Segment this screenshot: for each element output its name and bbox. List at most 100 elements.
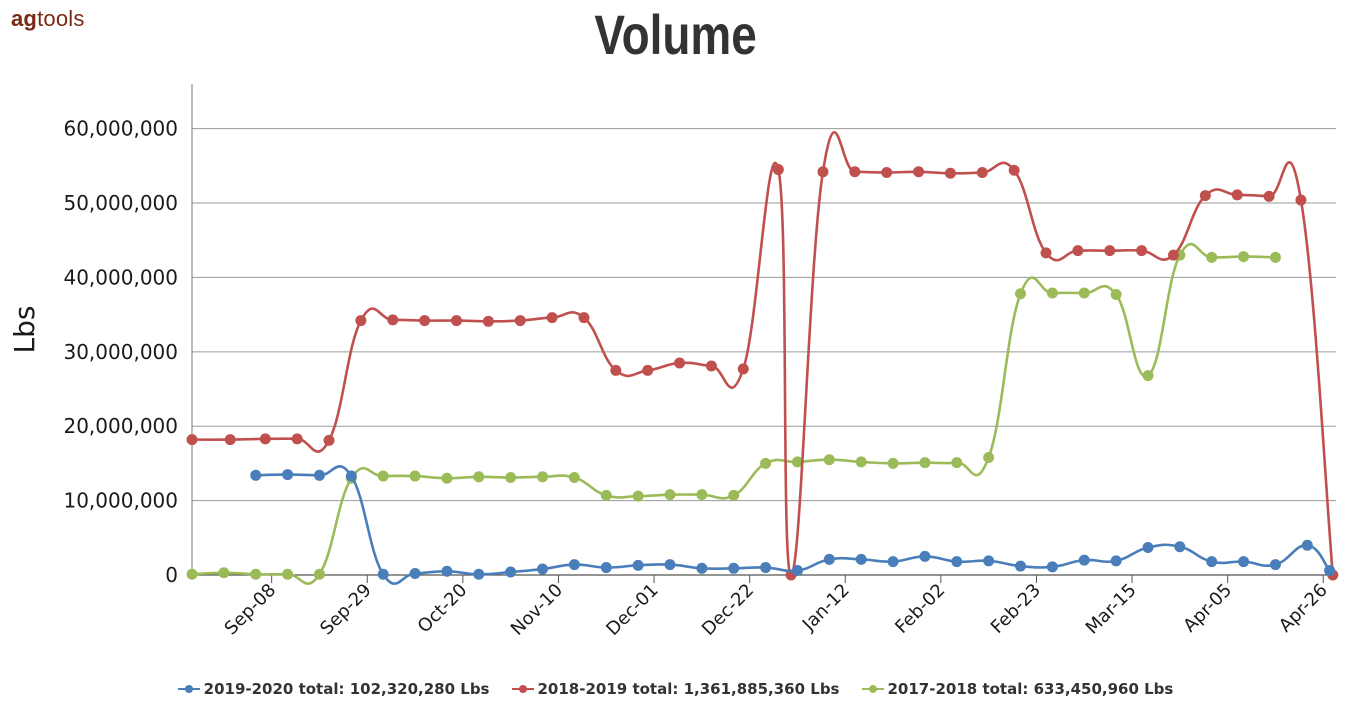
- x-tick-label: Apr-05: [1179, 580, 1236, 637]
- legend-swatch-2019-2020: [177, 683, 200, 695]
- data-point-2018-2019: [419, 315, 431, 327]
- data-point-2017-2018: [1238, 251, 1250, 263]
- data-point-2018-2019: [1136, 245, 1148, 257]
- data-point-2018-2019: [849, 166, 861, 178]
- data-point-2017-2018: [1269, 251, 1281, 263]
- data-point-2017-2018: [887, 457, 899, 469]
- data-point-2017-2018: [600, 489, 612, 501]
- data-point-2018-2019: [817, 166, 829, 178]
- data-point-2017-2018: [218, 567, 230, 579]
- legend-item-2019-2020[interactable]: 2019-2020 total: 102,320,280 Lbs: [177, 680, 490, 698]
- data-point-2017-2018: [951, 457, 963, 469]
- agtools-logo[interactable]: agtools: [11, 6, 85, 32]
- x-tick-label: Oct-20: [414, 580, 472, 638]
- y-tick-label: 60,000,000: [63, 117, 178, 141]
- data-point-2018-2019: [450, 315, 462, 327]
- data-point-2019-2020: [1238, 556, 1250, 568]
- data-point-2018-2019: [1199, 190, 1211, 202]
- data-point-2019-2020: [1206, 556, 1218, 568]
- data-point-2019-2020: [377, 568, 389, 580]
- data-point-2018-2019: [291, 433, 303, 445]
- data-point-2018-2019: [355, 315, 367, 327]
- data-point-2019-2020: [505, 566, 517, 578]
- data-point-2017-2018: [1110, 289, 1122, 301]
- data-point-2018-2019: [546, 312, 558, 324]
- data-point-2019-2020: [951, 556, 963, 568]
- data-point-2017-2018: [632, 490, 644, 502]
- data-point-2018-2019: [224, 434, 236, 446]
- data-point-2019-2020: [791, 565, 803, 577]
- data-point-2019-2020: [728, 562, 740, 574]
- data-point-2018-2019: [976, 167, 988, 179]
- x-tick-label: Apr-26: [1275, 580, 1332, 637]
- data-point-2017-2018: [1015, 288, 1027, 300]
- data-point-2018-2019: [913, 166, 925, 178]
- data-point-2018-2019: [482, 315, 494, 327]
- data-point-2018-2019: [387, 314, 399, 326]
- data-point-2019-2020: [1174, 541, 1186, 553]
- data-point-2019-2020: [282, 469, 294, 481]
- data-point-2017-2018: [568, 472, 580, 484]
- data-point-2019-2020: [250, 469, 262, 481]
- series-line-2017-2018: [191, 242, 1276, 585]
- data-point-2017-2018: [473, 471, 485, 483]
- legend-swatch-2018-2019: [511, 683, 534, 695]
- legend-item-2018-2019[interactable]: 2018-2019 total: 1,361,885,360 Lbs: [511, 680, 840, 698]
- data-point-2019-2020: [1324, 565, 1336, 577]
- data-point-2017-2018: [983, 451, 995, 463]
- volume-line-chart: 0 10,000,000 20,000,000 30,000,000 40,000,00…: [8, 84, 1339, 640]
- data-point-2018-2019: [642, 364, 654, 376]
- data-point-2018-2019: [259, 433, 271, 445]
- data-point-2018-2019: [1104, 245, 1116, 257]
- data-point-2017-2018: [186, 568, 198, 580]
- data-point-2019-2020: [441, 565, 453, 577]
- y-tick-label: 0: [165, 563, 178, 587]
- x-tick-label: Dec-01: [602, 580, 662, 640]
- data-point-2019-2020: [919, 550, 931, 562]
- data-point-2018-2019: [1167, 249, 1179, 261]
- x-tick-label: Feb-23: [987, 580, 1045, 638]
- data-point-2019-2020: [1142, 541, 1154, 553]
- data-point-2017-2018: [728, 489, 740, 501]
- data-point-2017-2018: [441, 472, 453, 484]
- data-point-2018-2019: [514, 315, 526, 327]
- data-point-2019-2020: [345, 470, 357, 482]
- data-point-2017-2018: [313, 568, 325, 580]
- legend-swatch-2017-2018: [861, 683, 884, 695]
- data-point-2018-2019: [1263, 190, 1275, 202]
- data-point-2017-2018: [791, 456, 803, 468]
- data-point-2018-2019: [1231, 189, 1243, 201]
- data-point-2017-2018: [409, 470, 421, 482]
- data-point-2019-2020: [823, 553, 835, 565]
- data-point-2019-2020: [887, 556, 899, 568]
- y-tick-label: 10,000,000: [63, 489, 178, 513]
- y-tick-label: 40,000,000: [63, 265, 178, 289]
- legend-item-2017-2018[interactable]: 2017-2018 total: 633,450,960 Lbs: [861, 680, 1173, 698]
- x-tick-label: Jan-12: [798, 580, 854, 636]
- x-tick-label: Sep-08: [221, 580, 281, 640]
- data-point-2018-2019: [610, 364, 622, 376]
- data-point-2018-2019: [944, 167, 956, 179]
- data-point-2019-2020: [1046, 561, 1058, 573]
- data-point-2018-2019: [1072, 245, 1084, 257]
- data-point-2019-2020: [664, 559, 676, 571]
- data-point-2018-2019: [674, 357, 686, 369]
- x-tick-label: Nov-10: [507, 580, 567, 640]
- x-tick-label: Dec-22: [698, 580, 758, 640]
- data-point-2019-2020: [855, 553, 867, 565]
- data-point-2017-2018: [855, 456, 867, 468]
- logo-prefix: ag: [11, 6, 38, 31]
- data-point-2019-2020: [313, 469, 325, 481]
- data-point-2019-2020: [568, 559, 580, 571]
- y-tick-label: 20,000,000: [63, 414, 178, 438]
- data-point-2017-2018: [1142, 370, 1154, 382]
- data-point-2019-2020: [632, 559, 644, 571]
- data-point-2019-2020: [537, 563, 549, 575]
- chart-title: Volume: [594, 3, 757, 66]
- data-point-2019-2020: [409, 568, 421, 580]
- x-tick-label: Feb-02: [891, 580, 949, 638]
- y-tick-label: 30,000,000: [63, 340, 178, 364]
- chart-legend: 2019-2020 total: 102,320,280 Lbs 2018-20…: [0, 680, 1351, 698]
- data-point-2019-2020: [473, 568, 485, 580]
- data-point-2017-2018: [1078, 287, 1090, 299]
